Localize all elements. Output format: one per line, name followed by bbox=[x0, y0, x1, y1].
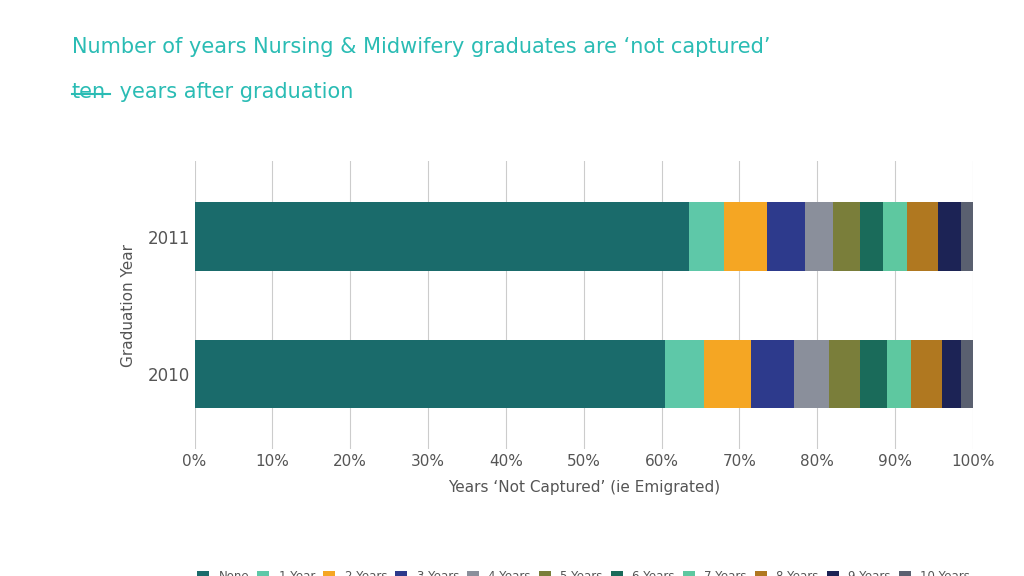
Text: Number of years Nursing & Midwifery graduates are ‘not captured’: Number of years Nursing & Midwifery grad… bbox=[72, 37, 770, 58]
Bar bbox=[833, 202, 860, 271]
Bar bbox=[705, 340, 751, 408]
Text: www.cso.ie: www.cso.ie bbox=[896, 533, 1020, 552]
Bar bbox=[962, 340, 973, 408]
X-axis label: Years ‘Not Captured’ (ie Emigrated): Years ‘Not Captured’ (ie Emigrated) bbox=[447, 480, 720, 495]
Text: years after graduation: years after graduation bbox=[113, 82, 353, 102]
Text: ten: ten bbox=[72, 82, 105, 102]
Y-axis label: Graduation Year: Graduation Year bbox=[121, 244, 136, 367]
Bar bbox=[724, 202, 767, 271]
Bar bbox=[666, 340, 705, 408]
Bar bbox=[860, 202, 884, 271]
Bar bbox=[794, 340, 828, 408]
Bar bbox=[906, 202, 938, 271]
Bar bbox=[887, 340, 910, 408]
Bar bbox=[962, 202, 973, 271]
Bar bbox=[860, 340, 887, 408]
Bar bbox=[195, 340, 666, 408]
Legend: None, 1 Year, 2 Years, 3 Years, 4 Years, 5 Years, 6 Years, 7 Years, 8 Years, 9 Y: None, 1 Year, 2 Years, 3 Years, 4 Years,… bbox=[198, 570, 970, 576]
Bar bbox=[751, 340, 794, 408]
Bar bbox=[806, 202, 833, 271]
Bar bbox=[942, 340, 962, 408]
Bar bbox=[767, 202, 806, 271]
Bar bbox=[828, 340, 860, 408]
Bar bbox=[938, 202, 962, 271]
Bar bbox=[689, 202, 724, 271]
Bar bbox=[910, 340, 942, 408]
Bar bbox=[195, 202, 689, 271]
Bar bbox=[884, 202, 906, 271]
